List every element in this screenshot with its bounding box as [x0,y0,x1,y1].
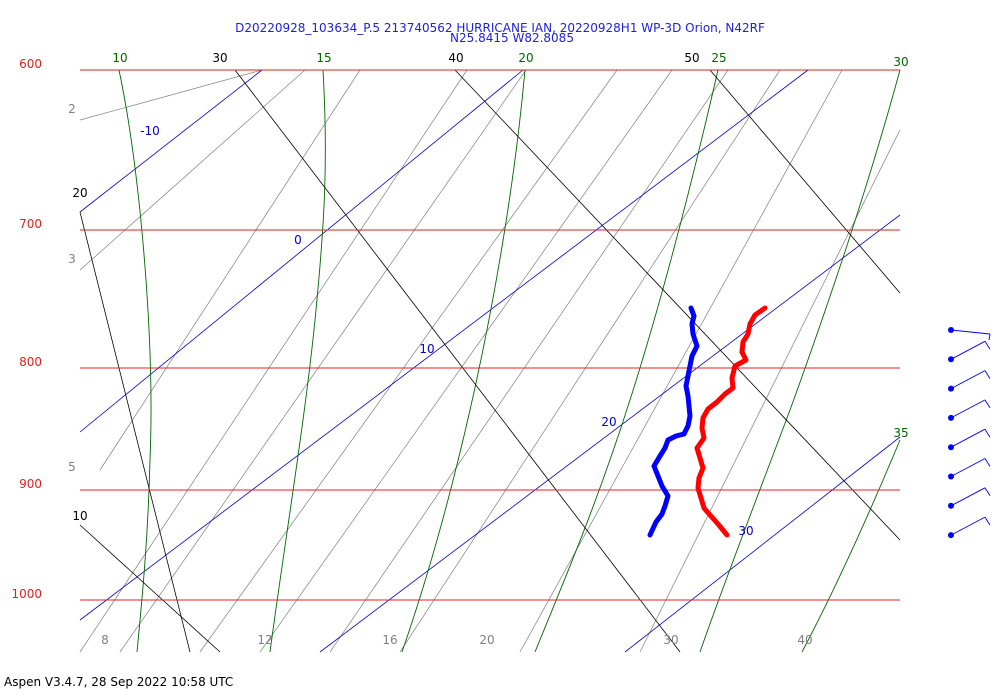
dry-adiabat-line [79,69,263,213]
isotherm-label: 50 [684,51,699,65]
dewpoint-trace [647,305,700,538]
moist-adiabat-label: 30 [893,55,908,69]
wind-barb-staff [950,428,986,448]
wind-barb-flag [984,487,991,497]
mixing-ratio-label: 20 [479,633,494,647]
wind-barb-flag [984,458,991,467]
diagram-labels: 600 700 800 900 1000 30 40 50 20 10 -10 0 10 20 30 10 15… [11,51,908,647]
moist-adiabat-label: 15 [316,51,331,65]
isotherm-lines [79,69,901,653]
dry-adiabat-line [319,214,901,653]
chart-title-line-2: N25.8415 W82.8085 [450,31,574,45]
wind-barb-staff [950,458,986,477]
wind-barb-flag [984,399,991,409]
wind-barb-staff [950,329,991,335]
mixing-ratio-label: 12 [257,633,272,647]
mixing-ratio-line [519,69,843,653]
mixing-ratio-line [399,69,781,653]
dry-adiabat-line [79,69,524,433]
mixing-ratio-label: 8 [101,633,109,647]
moist-adiabat-line [699,69,901,653]
moist-adiabat-lines [118,69,901,653]
mixing-ratio-line [79,69,468,653]
moist-adiabat-label: 25 [711,51,726,65]
isotherm-line [234,69,681,653]
wind-barb-flag [984,428,991,438]
isotherm-line [709,69,901,294]
isotherm-line [79,524,221,653]
mixing-ratio-label: 5 [68,460,76,474]
mixing-ratio-line [99,69,361,471]
wind-barb-staff [950,487,986,507]
mixing-ratio-line [79,69,306,271]
chart-title-line-1: D20220928_103634_P.5 213740562 HURRICANE… [235,21,765,35]
mixing-ratio-label: 3 [68,252,76,266]
isotherm-label: 10 [72,509,87,523]
dry-adiabat-line [624,436,901,653]
dry-adiabat-label: 20 [601,415,616,429]
moist-adiabat-label: 20 [518,51,533,65]
wind-barb-staff [950,340,986,360]
moist-adiabat-line [118,69,152,653]
wind-barb-flag [984,516,991,526]
moist-adiabat-label: 10 [112,51,127,65]
wind-barb-staff [950,399,986,419]
isobar-label: 900 [19,477,42,491]
isobar-label: 800 [19,355,42,369]
moist-adiabat-line [401,69,526,653]
wind-barb-flag [988,333,991,341]
footer-version-text: Aspen V3.4.7, 28 Sep 2022 10:58 UTC [4,675,234,689]
isotherm-label: 30 [212,51,227,65]
mixing-ratio-line [329,69,729,653]
mixing-ratio-label: 30 [663,633,678,647]
dry-adiabat-label: 10 [419,342,434,356]
dry-adiabat-label: 0 [294,233,302,247]
isotherm-label: 20 [72,186,87,200]
isobar-label: 1000 [11,587,42,601]
mixing-ratio-line [79,69,263,121]
mixing-ratio-line [199,69,618,653]
isobar-lines [80,69,900,601]
dry-adiabat-label: -10 [140,124,160,138]
mixing-ratio-label: 16 [382,633,397,647]
wind-barb-staff [950,370,986,389]
mixing-ratio-lines [79,69,901,653]
isotherm-label: 40 [448,51,463,65]
moist-adiabat-label: 35 [893,426,908,440]
dry-adiabat-lines [79,69,901,653]
mixing-ratio-label: 40 [797,633,812,647]
wind-barbs [948,327,991,539]
isotherm-line [454,69,901,541]
isobar-label: 700 [19,217,42,231]
moist-adiabat-line [534,69,719,653]
wind-barb-flag [984,341,991,350]
mixing-ratio-line [259,69,673,653]
mixing-ratio-label: 2 [68,102,76,116]
moist-adiabat-line [269,69,326,653]
temperature-trace [694,305,768,538]
moist-adiabat-line [801,439,901,653]
dry-adiabat-label: 30 [738,524,753,538]
mixing-ratio-line [639,129,901,653]
wind-barb-staff [950,516,986,536]
isotherm-line [79,211,191,653]
dry-adiabat-line [79,69,809,621]
sounding-traces [647,305,768,538]
isobar-label: 600 [19,57,42,71]
wind-barb-flag [984,370,991,379]
mixing-ratio-line [119,69,527,653]
